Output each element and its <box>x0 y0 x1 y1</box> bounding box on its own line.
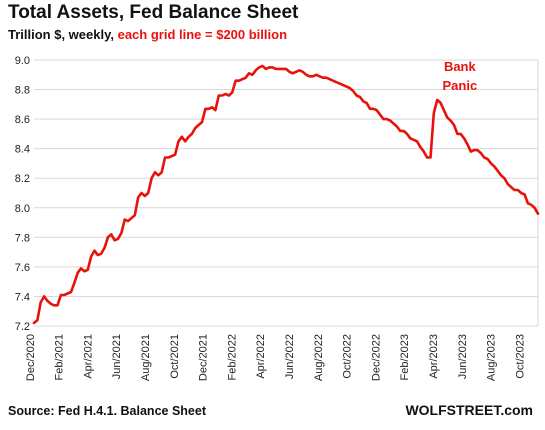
annotations: Bank Panic <box>442 59 477 93</box>
x-tick-label: Apr/2021 <box>82 334 94 379</box>
x-tick-label: Dec/2021 <box>198 334 210 381</box>
x-tick-label: Apr/2022 <box>255 334 267 379</box>
y-tick-label: 8.2 <box>15 173 30 185</box>
chart-subtitle: Trillion $, weekly, each grid line = $20… <box>8 27 287 42</box>
x-tick-label: Jun/2021 <box>111 334 123 379</box>
x-tick-label: Feb/2022 <box>226 334 238 380</box>
x-tick-label: Aug/2022 <box>313 334 325 381</box>
brand-logo-text: WOLFSTREET.com <box>405 402 533 418</box>
x-axis-ticks: Dec/2020 Feb/2021 Apr/2021 Jun/2021 Aug/2021… <box>25 334 527 381</box>
y-axis-ticks: 7.2 7.4 7.6 7.8 8.0 8.2 8.4 8.6 8.8 9.0 <box>15 55 30 333</box>
x-tick-label: Jun/2022 <box>284 334 296 379</box>
grid-lines <box>34 59 539 327</box>
y-tick-label: 7.4 <box>15 291 30 303</box>
x-tick-label: Oct/2023 <box>514 334 526 379</box>
x-tick-label: Aug/2021 <box>140 334 152 381</box>
x-tick-label: Apr/2023 <box>428 334 440 379</box>
x-tick-label: Feb/2021 <box>54 334 66 380</box>
line-chart: 7.2 7.4 7.6 7.8 8.0 8.2 8.4 8.6 8.8 9.0 Dec/2020 F… <box>15 55 540 381</box>
series-line <box>32 64 540 325</box>
y-tick-label: 8.8 <box>15 85 30 97</box>
y-tick-label: 7.6 <box>15 262 30 274</box>
annotation-label: Bank <box>444 59 477 74</box>
annotation-label: Panic <box>442 78 477 93</box>
y-tick-label: 8.4 <box>15 144 30 156</box>
source-note: Source: Fed H.4.1. Balance Sheet <box>8 404 206 418</box>
x-tick-label: Dec/2020 <box>25 334 37 381</box>
x-tick-label: Oct/2022 <box>342 334 354 379</box>
chart-title: Total Assets, Fed Balance Sheet <box>8 2 299 23</box>
x-tick-label: Oct/2021 <box>169 334 181 379</box>
x-tick-label: Dec/2022 <box>370 334 382 381</box>
subtitle-plain: Trillion $, weekly, <box>8 27 118 42</box>
x-tick-label: Jun/2023 <box>457 334 469 379</box>
y-tick-label: 8.0 <box>15 203 30 215</box>
x-tick-label: Feb/2023 <box>399 334 411 380</box>
y-tick-label: 7.2 <box>15 321 30 333</box>
subtitle-grid-note: each grid line = $200 billion <box>117 27 288 42</box>
x-tick-label: Aug/2023 <box>486 334 498 381</box>
y-tick-label: 7.8 <box>15 232 30 244</box>
y-tick-label: 8.6 <box>15 114 30 126</box>
y-tick-label: 9.0 <box>15 55 30 67</box>
